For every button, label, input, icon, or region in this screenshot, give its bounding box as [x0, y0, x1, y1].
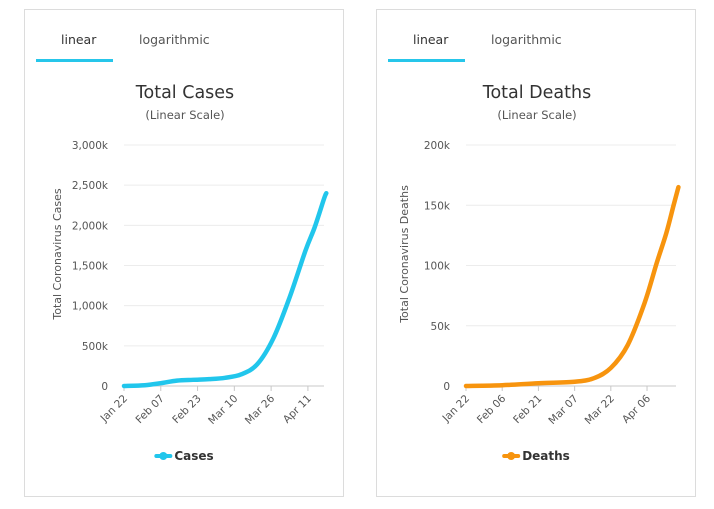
scale-tabs: linear logarithmic: [377, 10, 695, 62]
x-tick-label: Mar 10: [206, 393, 240, 427]
y-tick-label: 0: [101, 381, 108, 393]
legend-label: Deaths: [522, 449, 570, 463]
legend-label: Cases: [174, 449, 213, 463]
active-tab-indicator: [388, 59, 465, 62]
x-tick-label: Feb 07: [133, 393, 166, 426]
chart-title: Total Deaths: [482, 83, 591, 103]
y-tick-label: 200k: [424, 140, 451, 152]
y-tick-label: 3,000k: [72, 140, 109, 152]
x-tick-label: Jan 22: [98, 393, 130, 425]
y-axis-title: Total Coronavirus Deaths: [398, 185, 411, 324]
chart-subtitle: (Linear Scale): [497, 108, 576, 122]
y-tick-label: 2,000k: [72, 220, 109, 232]
legend-marker: [507, 452, 516, 460]
total-cases-card: linear logarithmic Total Cases (Linear S…: [24, 9, 344, 497]
x-tick-label: Mar 26: [243, 392, 278, 427]
x-tick-label: Mar 22: [583, 393, 617, 427]
x-tick-label: Apr 06: [620, 392, 653, 425]
y-tick-label: 0: [443, 381, 450, 393]
tab-linear[interactable]: linear: [413, 32, 449, 47]
y-tick-label: 150k: [424, 200, 451, 212]
scale-tabs: linear logarithmic: [25, 10, 343, 62]
x-tick-label: Feb 23: [170, 393, 203, 426]
tab-logarithmic[interactable]: logarithmic: [491, 32, 562, 47]
tab-linear[interactable]: linear: [61, 32, 97, 47]
tab-logarithmic[interactable]: logarithmic: [139, 32, 210, 47]
y-tick-label: 100k: [424, 261, 451, 273]
y-tick-label: 1,000k: [72, 301, 109, 313]
total-deaths-chart: Total Deaths (Linear Scale) 0 50k 100k 150k…: [398, 83, 681, 463]
total-deaths-card: linear logarithmic Total Deaths (Linear …: [376, 9, 696, 497]
active-tab-indicator: [36, 59, 113, 62]
chart-title: Total Cases: [135, 83, 234, 103]
legend-marker: [159, 452, 168, 460]
x-tick-label: Mar 07: [546, 393, 580, 427]
y-tick-label: 50k: [431, 321, 451, 333]
y-tick-label: 500k: [82, 341, 109, 353]
y-tick-label: 1,500k: [72, 261, 109, 273]
total-cases-chart: Total Cases (Linear Scale) 0 500k 1,000k 1,…: [51, 83, 329, 463]
chart-subtitle: (Linear Scale): [145, 108, 224, 122]
x-tick-label: Apr 11: [281, 393, 314, 426]
series-line: [121, 190, 329, 389]
x-tick-label: Feb 21: [511, 393, 544, 426]
y-axis-title: Total Coronavirus Cases: [51, 188, 64, 321]
series-line: [463, 184, 681, 389]
x-tick-label: Feb 06: [475, 392, 509, 426]
x-tick-label: Jan 22: [440, 393, 472, 425]
y-tick-label: 2,500k: [72, 180, 109, 192]
